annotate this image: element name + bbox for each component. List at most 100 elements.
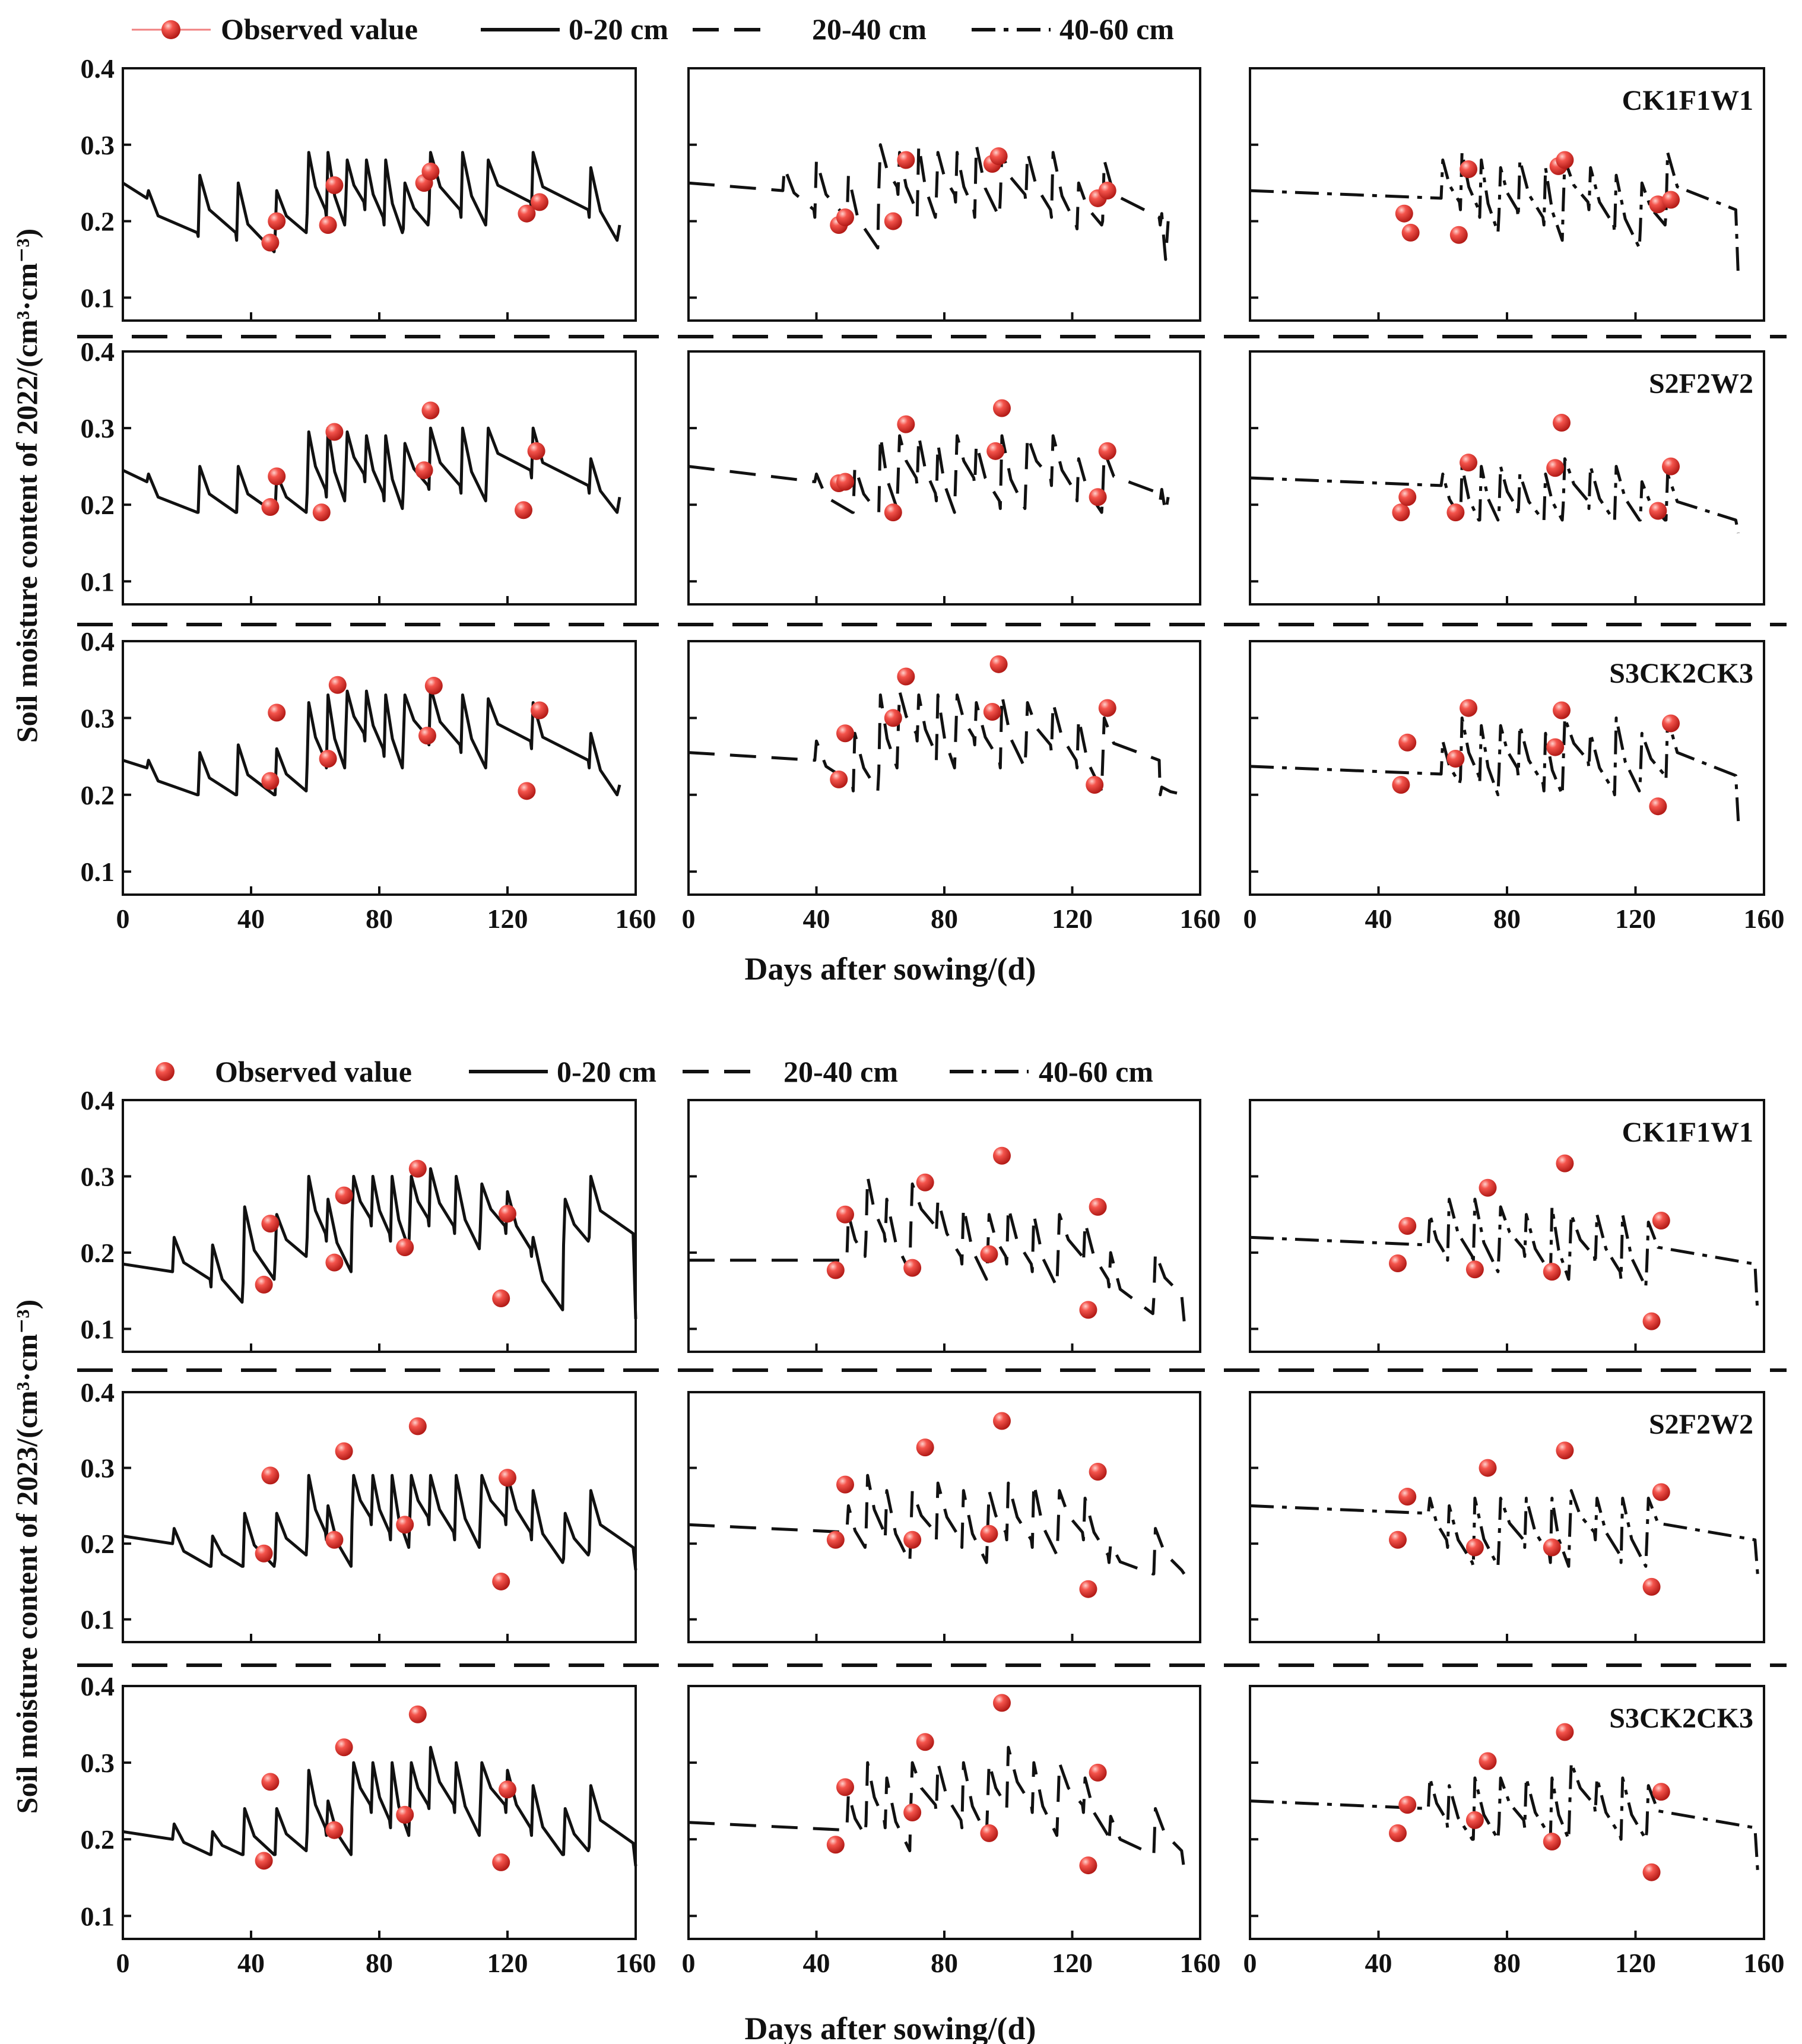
panel-2023-S2F2W2-2: [687, 1391, 1201, 1643]
x-tick-label: 40: [803, 904, 830, 934]
y-tick-label: 0.3: [81, 1161, 115, 1191]
series-line-40-60cm: [1249, 457, 1740, 534]
legend-observed-marker: [161, 20, 180, 39]
observed-point: [1449, 226, 1468, 244]
series-line-20-40cm: [688, 1745, 1186, 1871]
plot-frame: [687, 1685, 1201, 1940]
y-tick-label: 0.3: [81, 703, 115, 733]
legend-layer1-label: 0-20 cm: [557, 1055, 656, 1088]
x-tick-label: 0: [116, 1948, 130, 1978]
x-tick-label: 80: [1493, 904, 1521, 934]
series-line-20-40cm: [689, 1175, 1186, 1322]
observed-point: [1398, 1488, 1417, 1506]
observed-point: [499, 1469, 516, 1487]
observed-point: [408, 1417, 427, 1435]
observed-point: [261, 498, 280, 516]
observed-point: [1089, 1763, 1107, 1782]
panel-2023-S2F2W2-1: 0.1 0.2 0.3 0.4: [81, 1377, 637, 1643]
observed-point: [515, 501, 532, 519]
observed-point: [1465, 1260, 1484, 1279]
x-tick-label: 120: [1052, 1948, 1093, 1978]
observed-point: [255, 1544, 273, 1563]
observed-point: [1388, 1824, 1407, 1842]
x-tick-label: 160: [1744, 904, 1785, 934]
legend-observed-label: Observed value: [215, 1055, 412, 1088]
observed-point: [826, 1836, 845, 1854]
observed-point: [1479, 1459, 1497, 1477]
x-tick-label: 40: [237, 904, 265, 934]
x-tick-label: 80: [1493, 1948, 1521, 1978]
observed-point: [1652, 1783, 1670, 1801]
plot-frame: [122, 1685, 637, 1940]
observed-point: [492, 1853, 510, 1871]
panel-2022-S3CK2CK3-3: 0 40 80 120 160 S3CK2CK3: [1243, 640, 1785, 934]
legend-layer2-label: 20-40 cm: [812, 12, 927, 46]
series-line-0-20cm: [122, 1167, 637, 1319]
observed-point: [983, 703, 1001, 721]
y-tick-label: 0.2: [81, 207, 115, 237]
observed-point: [989, 655, 1008, 673]
panels-group: 0.1 0.2 0.3 0.4 CK1F1W1 0.1 0.2 0.3 0.4 S2F2W2 0.1…: [81, 53, 1785, 1978]
observed-point: [1398, 1796, 1417, 1814]
observed-point: [980, 1824, 998, 1842]
x-tick-label: 80: [366, 904, 393, 934]
legend-layer1-label: 0-20 cm: [569, 12, 668, 46]
x-tick-label: 120: [487, 1948, 528, 1978]
y-tick-label: 0.2: [81, 490, 115, 520]
y-axis-title-2022: Soil moisture content of 2022/(cm³·cm⁻³): [10, 229, 43, 743]
observed-point: [992, 1412, 1011, 1430]
observed-point: [531, 193, 548, 211]
x-tick-label: 160: [1180, 904, 1221, 934]
x-tick-label: 40: [237, 1948, 265, 1978]
x-tick-label: 160: [1180, 1948, 1221, 1978]
observed-point: [1388, 1530, 1407, 1549]
observed-point: [415, 461, 433, 480]
observed-point: [1553, 414, 1571, 432]
panel-2022-S2F2W2-2: [687, 350, 1201, 606]
observed-point: [1089, 1197, 1107, 1216]
x-tick-label: 120: [487, 904, 528, 934]
observed-point: [418, 727, 436, 745]
observed-point: [1652, 1212, 1670, 1230]
observed-point: [836, 1205, 854, 1224]
panel-2023-S3CK2CK3-2: 0 40 80 120 160: [682, 1685, 1221, 1978]
observed-point: [499, 1780, 516, 1799]
panel-2022-CK1F1W1-1: 0.1 0.2 0.3 0.4: [81, 53, 637, 322]
x-tick-label: 40: [803, 1948, 830, 1978]
x-tick-label: 160: [616, 904, 656, 934]
y-tick-label: 0.4: [81, 337, 115, 367]
observed-point: [1446, 749, 1465, 768]
observed-point: [903, 1530, 922, 1549]
legend-observed-marker: [156, 1062, 175, 1081]
observed-point: [836, 1778, 854, 1796]
observed-point: [1546, 738, 1565, 756]
observed-point: [325, 1253, 344, 1272]
observed-point: [1086, 775, 1104, 794]
observed-point: [1553, 701, 1571, 720]
observed-point: [1556, 151, 1574, 169]
observed-point: [319, 216, 337, 234]
plot-frame: [687, 640, 1201, 896]
observed-point: [1392, 503, 1410, 522]
observed-point: [325, 176, 344, 195]
x-tick-label: 160: [616, 1948, 656, 1978]
observed-point: [1556, 1441, 1574, 1460]
y-tick-label: 0.3: [81, 1453, 115, 1484]
observed-point: [1388, 1254, 1407, 1272]
observed-point: [992, 399, 1011, 417]
observed-point: [1649, 797, 1667, 816]
observed-point: [1556, 1154, 1574, 1172]
legend-layer2-label: 20-40 cm: [783, 1055, 898, 1088]
x-tick-label: 120: [1615, 1948, 1656, 1978]
panel-2023-S2F2W2-3: S2F2W2: [1249, 1391, 1765, 1643]
series-line-40-60cm: [1249, 151, 1740, 279]
observed-point: [992, 1146, 1011, 1165]
panel-2023-CK1F1W1-2: [687, 1099, 1201, 1353]
y-tick-label: 0.2: [81, 780, 115, 810]
observed-point: [1460, 699, 1478, 717]
observed-point: [1546, 459, 1565, 477]
observed-point: [335, 1186, 353, 1205]
observed-point: [1079, 1301, 1097, 1319]
y-axis-title-2023: Soil moisture content of 2023/(cm³·cm⁻³): [10, 1300, 43, 1814]
